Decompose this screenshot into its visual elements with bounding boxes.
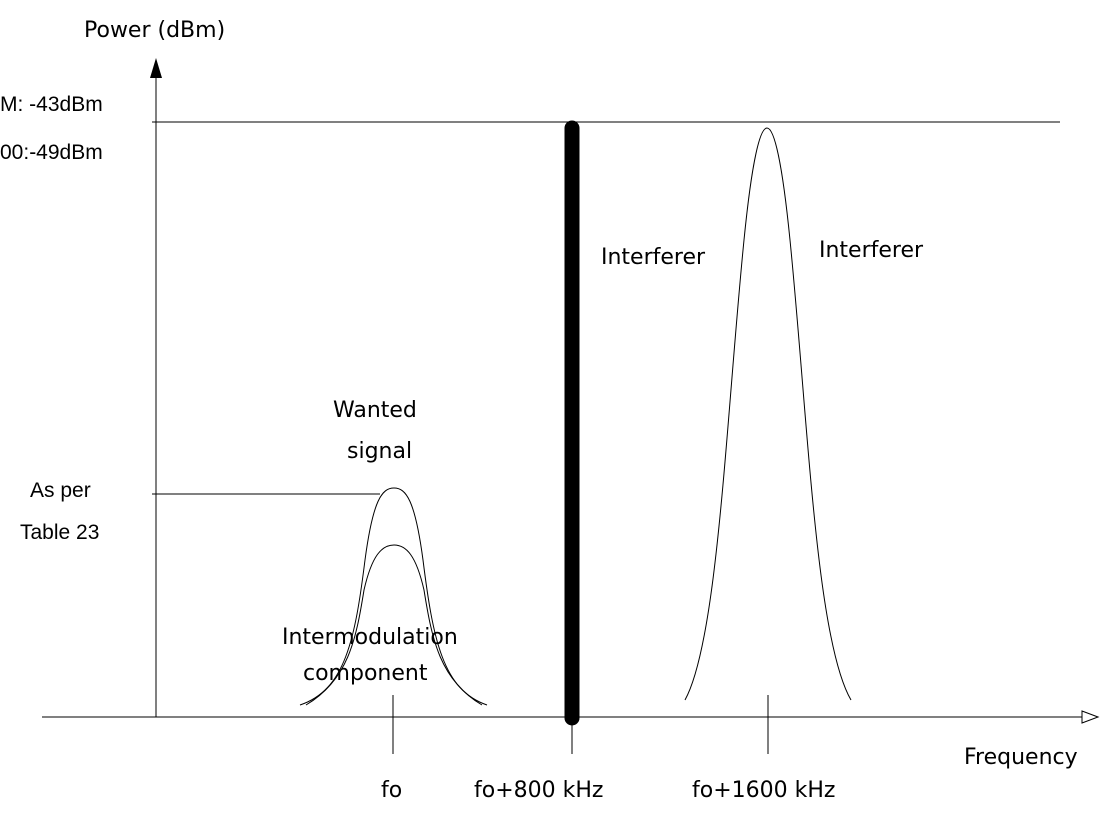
wanted-signal-label-2: signal	[347, 439, 412, 464]
tick-label-fo: fo	[381, 778, 402, 803]
modulated-interferer-curve	[684, 127, 852, 701]
wanted-signal-label-1: Wanted	[333, 398, 417, 423]
wanted-level-label-2: Table 23	[20, 521, 99, 544]
y-axis-arrow	[150, 58, 162, 78]
interferer-level-label-1: M: -43dBm	[0, 93, 103, 116]
y-axis-label: Power (dBm)	[84, 18, 225, 43]
tick-label-fo-1600: fo+1600 kHz	[692, 778, 835, 803]
wanted-level-label-1: As per	[30, 479, 91, 502]
intermodulation-label-2: component	[303, 661, 428, 686]
tick-label-fo-800: fo+800 kHz	[474, 778, 603, 803]
modulated-interferer-label: Interferer	[819, 238, 924, 263]
x-axis-arrow	[1081, 710, 1100, 724]
x-axis-label: Frequency	[964, 745, 1078, 770]
cw-interferer-label: Interferer	[601, 245, 706, 270]
intermodulation-curve	[305, 544, 483, 706]
interferer-level-label-2: 00:-49dBm	[0, 141, 103, 164]
wanted-signal-curve	[299, 487, 488, 706]
intermodulation-label-1: Intermodulation	[282, 625, 458, 650]
